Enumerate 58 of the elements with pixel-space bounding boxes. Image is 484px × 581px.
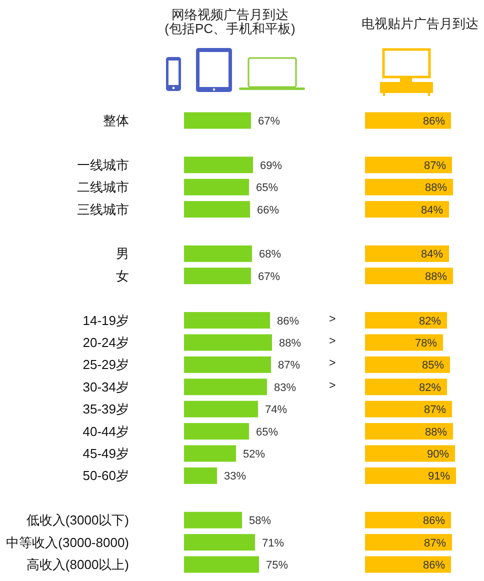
annotation: > (329, 313, 336, 326)
value-label: 84% (420, 248, 443, 261)
value-label: 86% (422, 515, 445, 528)
category: 一线城市 (77, 157, 129, 172)
subtitle: (包括PC、手机和平板) (164, 21, 296, 36)
value-label: 58% (249, 515, 272, 528)
value-label: 78% (414, 338, 437, 350)
category: 25-29岁 (82, 357, 129, 372)
value-label: 65% (256, 426, 278, 438)
value-label: 67% (258, 116, 280, 128)
category: 二线城市 (77, 180, 129, 195)
value-label: 75% (266, 560, 288, 572)
value-label: 82% (418, 315, 441, 328)
category: 20-24岁 (82, 335, 129, 350)
value-label: 67% (258, 270, 280, 283)
category: 女 (116, 268, 129, 284)
value-label: 88% (279, 338, 302, 350)
value-label: 86% (422, 116, 445, 128)
category: 三线城市 (77, 202, 129, 217)
value-label: 86% (277, 315, 300, 328)
title: 网络视频广告月到达 (172, 7, 288, 22)
category: 高收入(8000以上) (26, 557, 129, 572)
value-label: 85% (422, 360, 444, 372)
value-label: 87% (424, 537, 446, 550)
annotation: > (329, 358, 336, 370)
category: 30-34岁 (82, 379, 129, 394)
value-label: 66% (257, 204, 280, 216)
value-label: 69% (260, 160, 282, 172)
value-label: 87% (424, 160, 446, 172)
value-label: 74% (265, 404, 288, 416)
category: 35-39岁 (82, 402, 129, 417)
category: 男 (116, 246, 129, 262)
category: 45-49岁 (82, 446, 129, 461)
value-label: 33% (224, 470, 246, 483)
category: 40-44岁 (82, 424, 129, 439)
title: 电视贴片广告月到达 (362, 16, 478, 31)
value-label: 88% (424, 270, 447, 283)
value-label: 87% (278, 360, 300, 372)
category: 低收入(3000以下) (26, 512, 129, 528)
category: 14-19岁 (82, 312, 129, 328)
category: 整体 (103, 113, 129, 128)
category: 50-60岁 (82, 468, 129, 484)
value-label: 52% (243, 448, 266, 460)
value-label: 88% (424, 182, 447, 194)
value-label: 91% (428, 470, 450, 483)
annotation: > (329, 336, 336, 348)
annotation: > (329, 380, 336, 392)
value-label: 88% (424, 426, 447, 438)
value-label: 68% (259, 248, 282, 261)
value-label: 82% (418, 382, 441, 394)
value-label: 86% (422, 560, 445, 572)
value-label: 90% (426, 448, 449, 460)
value-label: 65% (256, 182, 278, 194)
value-label: 83% (274, 382, 296, 394)
category: 中等收入(3000-8000) (6, 534, 129, 550)
value-label: 87% (424, 404, 446, 416)
value-label: 84% (420, 204, 443, 216)
value-label: 71% (262, 537, 284, 550)
